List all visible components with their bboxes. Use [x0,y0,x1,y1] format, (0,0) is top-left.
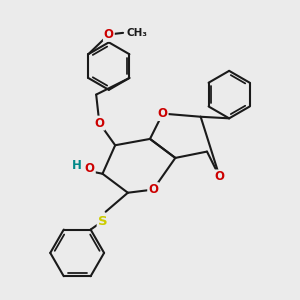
Text: O: O [104,28,114,41]
Text: O: O [158,107,168,120]
Text: O: O [94,117,104,130]
Text: O: O [148,183,158,196]
Text: CH₃: CH₃ [126,28,147,38]
Text: O: O [215,170,225,183]
Text: S: S [98,215,107,228]
Text: O: O [85,163,95,176]
Text: H: H [72,159,82,172]
